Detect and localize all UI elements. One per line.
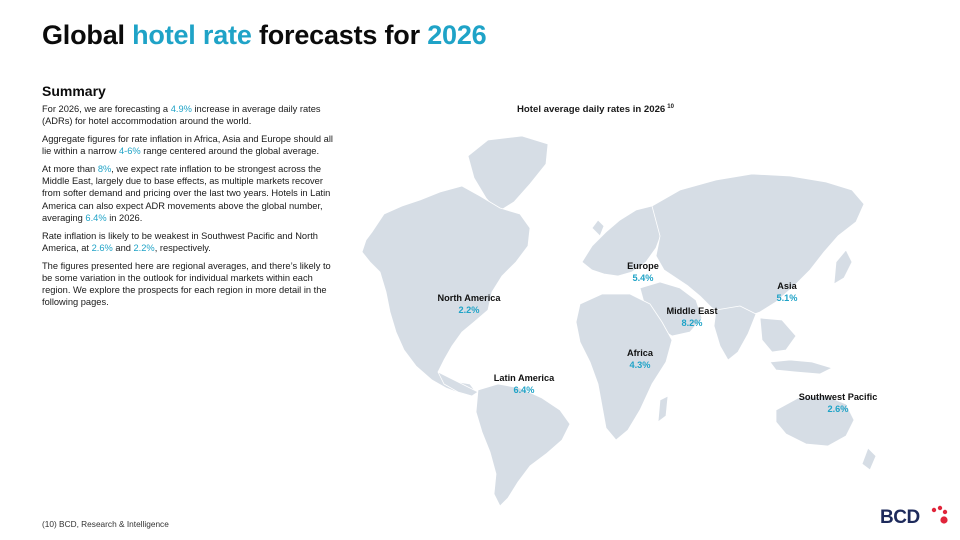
region-rate: 8.2% <box>681 317 703 328</box>
logo-dots-icon <box>931 505 948 524</box>
summary-text-span: Aggregate figures for rate inflation in … <box>42 134 333 157</box>
region-rate: 5.1% <box>776 292 798 303</box>
region-name: Middle East <box>666 306 718 316</box>
highlight-latin-america: 6.4% <box>85 212 107 223</box>
region-label-latin-america: Latin America 6.4% <box>494 373 554 396</box>
summary-paragraph-2: Aggregate figures for rate inflation in … <box>42 133 342 157</box>
north-america-shape <box>361 185 531 395</box>
summary-text-span: , respectively. <box>154 242 211 253</box>
summary-paragraph-1: For 2026, we are forecasting a 4.9% incr… <box>42 103 342 127</box>
region-name: Asia <box>777 281 797 291</box>
india-shape <box>713 305 757 361</box>
summary-text: For 2026, we are forecasting a 4.9% incr… <box>42 103 342 314</box>
title-highlight-year: 2026 <box>427 20 487 50</box>
southeast-asia-shape <box>759 317 797 353</box>
asia-shape <box>651 173 865 319</box>
highlight-north-america: 2.2% <box>133 242 155 253</box>
logo-wordmark: BCD <box>880 507 920 528</box>
region-name: Southwest Pacific <box>798 392 878 402</box>
bcd-logo: BCD <box>880 504 950 530</box>
region-label-africa: Africa 4.3% <box>627 348 653 371</box>
africa-shape <box>575 293 673 441</box>
highlight-southwest-pacific: 2.6% <box>91 242 113 253</box>
new-zealand-shape <box>861 447 877 471</box>
region-rate: 2.6% <box>827 403 849 414</box>
region-name: Latin America <box>493 373 555 383</box>
indonesia-shape <box>769 359 833 375</box>
map-title: Hotel average daily rates in 2026 10 <box>517 104 674 115</box>
map-footnote-ref: 10 <box>667 104 674 110</box>
title-part-3: forecasts for <box>251 20 428 50</box>
summary-paragraph-4: Rate inflation is likely to be weakest i… <box>42 230 342 254</box>
region-rate: 5.4% <box>632 272 654 283</box>
highlight-middle-east: 8% <box>97 164 112 175</box>
summary-text-span: For 2026, we are forecasting a <box>42 104 171 114</box>
region-label-north-america: North America 2.2% <box>438 293 501 316</box>
central-america-shape <box>437 371 479 397</box>
region-rate: 6.4% <box>513 384 535 395</box>
title-part-1: Global <box>42 20 133 50</box>
uk-shape <box>591 219 605 237</box>
greenland-shape <box>467 135 549 213</box>
summary-text-span: increase in average daily rates (ADRs) f… <box>42 104 321 127</box>
summary-paragraph-3: At more than 8%, we expect rate inflatio… <box>42 163 342 223</box>
region-rate: 4.3% <box>629 359 651 370</box>
region-label-europe: Europe 5.4% <box>627 261 659 284</box>
australia-shape <box>775 395 855 447</box>
madagascar-shape <box>657 395 669 423</box>
summary-text-span: , we expect rate inflation to be stronge… <box>42 164 331 223</box>
region-name: Europe <box>627 261 659 271</box>
summary-paragraph-5: The figures presented here are regional … <box>42 260 331 308</box>
map-title-text: Hotel average daily rates in 2026 <box>517 104 666 116</box>
page-title: Global hotel rate forecasts for 2026 <box>42 20 487 51</box>
region-rate: 2.2% <box>458 304 480 315</box>
region-label-southwest-pacific: Southwest Pacific 2.6% <box>799 392 878 415</box>
summary-text-span: and <box>112 242 134 253</box>
region-name: Africa <box>626 348 654 358</box>
japan-shape <box>833 249 853 285</box>
region-label-asia: Asia 5.1% <box>777 281 798 304</box>
source-footnote: (10) BCD, Research & Intelligence <box>42 519 169 529</box>
region-name: North America <box>437 293 501 303</box>
region-label-middle-east: Middle East 8.2% <box>666 306 717 329</box>
summary-text-span: At more than <box>42 164 98 175</box>
highlight-range: 4-6% <box>119 146 141 157</box>
title-highlight-hotel-rate: hotel rate <box>132 20 252 50</box>
summary-text-span: range centered around the global average… <box>140 146 320 157</box>
summary-text-span: in 2026. <box>106 212 143 223</box>
south-america-shape <box>475 383 571 507</box>
summary-text-span: Rate inflation is likely to be weakest i… <box>42 230 318 253</box>
highlight-global-rate: 4.9% <box>170 104 192 114</box>
summary-heading: Summary <box>42 83 106 99</box>
